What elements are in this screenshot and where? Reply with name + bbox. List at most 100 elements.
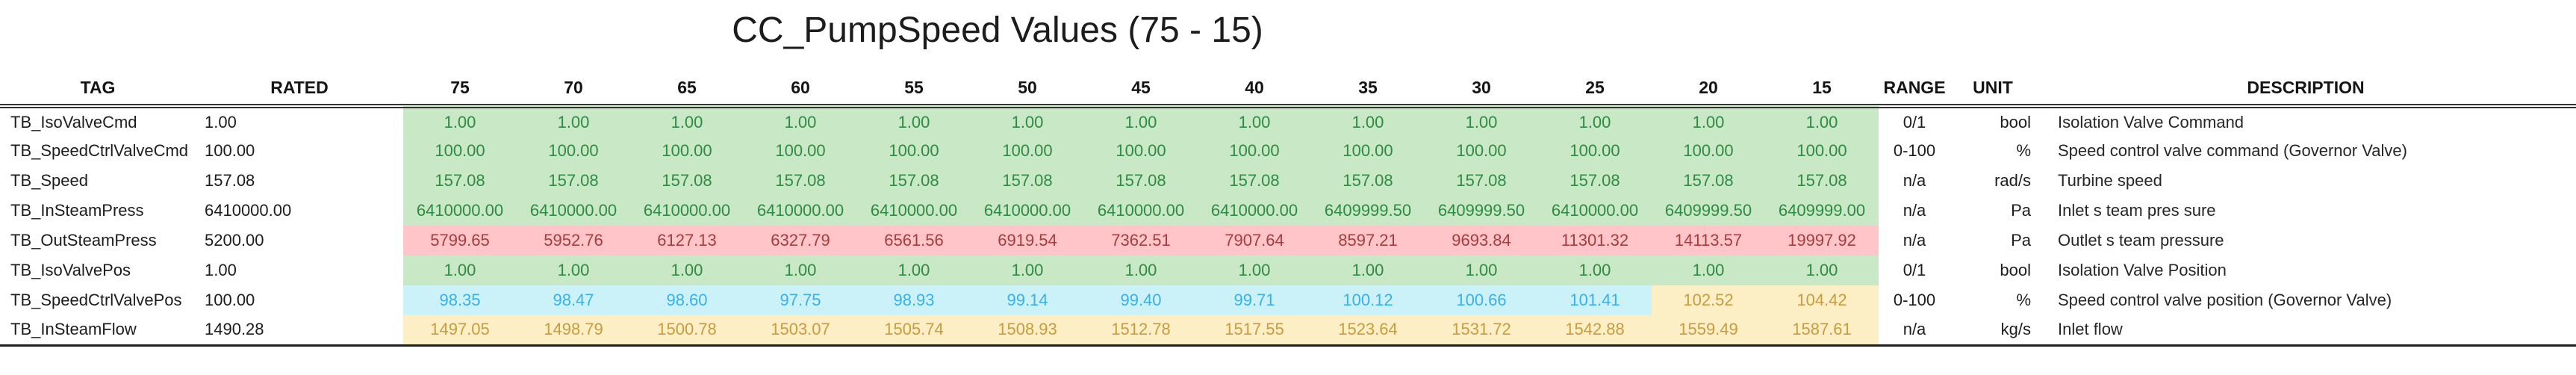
value-cell: 19997.92: [1765, 226, 1879, 255]
page-title: CC_PumpSpeed Values (75 - 15): [732, 10, 1263, 50]
value-cell: 100.12: [1311, 285, 1425, 315]
value-cell: 98.93: [857, 285, 971, 315]
value-cell: 1.00: [857, 255, 971, 285]
rated-cell: 1.00: [205, 112, 237, 131]
value-cell: 1.00: [744, 106, 857, 136]
range-cell: n/a: [1903, 320, 1926, 339]
value-cell: 157.08: [1765, 166, 1879, 196]
value-cell: 1.00: [403, 255, 517, 285]
value-cell: 1531.72: [1425, 315, 1538, 345]
value-cell: 6561.56: [857, 226, 971, 255]
column-header-speed-65: 65: [677, 78, 697, 97]
value-cell: 5799.65: [403, 226, 517, 255]
value-cell: 7362.51: [1084, 226, 1198, 255]
value-cell: 8597.21: [1311, 226, 1425, 255]
column-header-speed-75: 75: [450, 78, 470, 97]
table-row: TB_IsoValvePos 1.00 1.00 1.00 1.00 1.00 1.00 1.…: [0, 255, 2576, 285]
description-cell: Speed control valve position (Governor V…: [2058, 291, 2392, 309]
value-cell: 1.00: [403, 106, 517, 136]
unit-cell: %: [2016, 291, 2031, 309]
table-row: TB_SpeedCtrlValveCmd 100.00 100.00 100.00 10…: [0, 136, 2576, 166]
range-cell: 0-100: [1893, 141, 1936, 160]
value-cell: 100.00: [1538, 136, 1652, 166]
column-header-speed-55: 55: [904, 78, 924, 97]
column-header-speed-30: 30: [1472, 78, 1491, 97]
table-row: TB_Speed 157.08 157.08 157.08 157.08 157.08 15…: [0, 166, 2576, 196]
value-cell: 1497.05: [403, 315, 517, 345]
value-cell: 6410000.00: [1084, 196, 1198, 226]
value-cell: 1.00: [517, 106, 630, 136]
value-cell: 1498.79: [517, 315, 630, 345]
value-cell: 157.08: [857, 166, 971, 196]
table-body: TB_IsoValveCmd 1.00 1.00 1.00 1.00 1.00 1.00 1.…: [0, 106, 2576, 345]
value-cell: 1.00: [1198, 255, 1311, 285]
value-cell: 157.08: [1538, 166, 1652, 196]
values-table: TAG RATED 75 70 65 60 55 50 45 40 35 30 25 20 15 RANGE U…: [0, 72, 2576, 347]
value-cell: 100.00: [630, 136, 744, 166]
value-cell: 6410000.00: [1538, 196, 1652, 226]
value-cell: 1517.55: [1198, 315, 1311, 345]
tag-cell: TB_InSteamPress: [10, 201, 144, 220]
value-cell: 1.00: [1425, 255, 1538, 285]
description-cell: Isolation Valve Position: [2058, 261, 2227, 279]
value-cell: 99.40: [1084, 285, 1198, 315]
value-cell: 101.41: [1538, 285, 1652, 315]
rated-cell: 5200.00: [205, 231, 264, 250]
unit-cell: kg/s: [2000, 320, 2031, 339]
unit-cell: Pa: [2011, 231, 2031, 250]
value-cell: 100.00: [971, 136, 1084, 166]
value-cell: 1.00: [1311, 106, 1425, 136]
unit-cell: rad/s: [1994, 171, 2031, 190]
value-cell: 1542.88: [1538, 315, 1652, 345]
value-cell: 1587.61: [1765, 315, 1879, 345]
value-cell: 5952.76: [517, 226, 630, 255]
value-cell: 157.08: [744, 166, 857, 196]
value-cell: 1503.07: [744, 315, 857, 345]
range-cell: n/a: [1903, 231, 1926, 250]
range-cell: 0/1: [1903, 112, 1926, 131]
value-cell: 100.00: [517, 136, 630, 166]
rated-cell: 1.00: [205, 261, 237, 279]
range-cell: 0/1: [1903, 261, 1926, 279]
unit-cell: bool: [2000, 112, 2031, 131]
description-cell: Turbine speed: [2058, 171, 2162, 190]
value-cell: 100.66: [1425, 285, 1538, 315]
value-cell: 100.00: [857, 136, 971, 166]
value-cell: 1.00: [1538, 255, 1652, 285]
value-cell: 1.00: [1084, 255, 1198, 285]
value-cell: 1.00: [1652, 255, 1765, 285]
tag-cell: TB_SpeedCtrlValveCmd: [10, 141, 189, 160]
value-cell: 100.00: [1425, 136, 1538, 166]
tag-cell: TB_Speed: [10, 171, 88, 190]
value-cell: 1500.78: [630, 315, 744, 345]
column-header-rated: RATED: [270, 78, 329, 97]
value-cell: 1559.49: [1652, 315, 1765, 345]
value-cell: 1508.93: [971, 315, 1084, 345]
value-cell: 1.00: [971, 255, 1084, 285]
description-cell: Isolation Valve Command: [2058, 112, 2244, 131]
value-cell: 98.60: [630, 285, 744, 315]
value-cell: 104.42: [1765, 285, 1879, 315]
value-cell: 1.00: [1652, 106, 1765, 136]
value-cell: 157.08: [1084, 166, 1198, 196]
value-cell: 6409999.50: [1652, 196, 1765, 226]
table-row: TB_IsoValveCmd 1.00 1.00 1.00 1.00 1.00 1.00 1.…: [0, 106, 2576, 136]
value-cell: 100.00: [1311, 136, 1425, 166]
table-header-row: TAG RATED 75 70 65 60 55 50 45 40 35 30 25 20 15 RANGE U…: [0, 72, 2576, 106]
value-cell: 157.08: [630, 166, 744, 196]
value-cell: 98.47: [517, 285, 630, 315]
tag-cell: TB_IsoValvePos: [10, 261, 131, 279]
value-cell: 157.08: [1652, 166, 1765, 196]
value-cell: 157.08: [971, 166, 1084, 196]
value-cell: 1.00: [1765, 106, 1879, 136]
value-cell: 1.00: [1765, 255, 1879, 285]
column-header-description: DESCRIPTION: [2247, 78, 2365, 97]
table-row: TB_InSteamPress 6410000.00 6410000.00 64100…: [0, 196, 2576, 226]
column-header-speed-50: 50: [1018, 78, 1037, 97]
column-header-speed-20: 20: [1699, 78, 1718, 97]
table-row: TB_OutSteamPress 5200.00 5799.65 5952.76 612…: [0, 226, 2576, 255]
value-cell: 1.00: [744, 255, 857, 285]
value-cell: 7907.64: [1198, 226, 1311, 255]
value-cell: 100.00: [744, 136, 857, 166]
value-cell: 1.00: [1084, 106, 1198, 136]
